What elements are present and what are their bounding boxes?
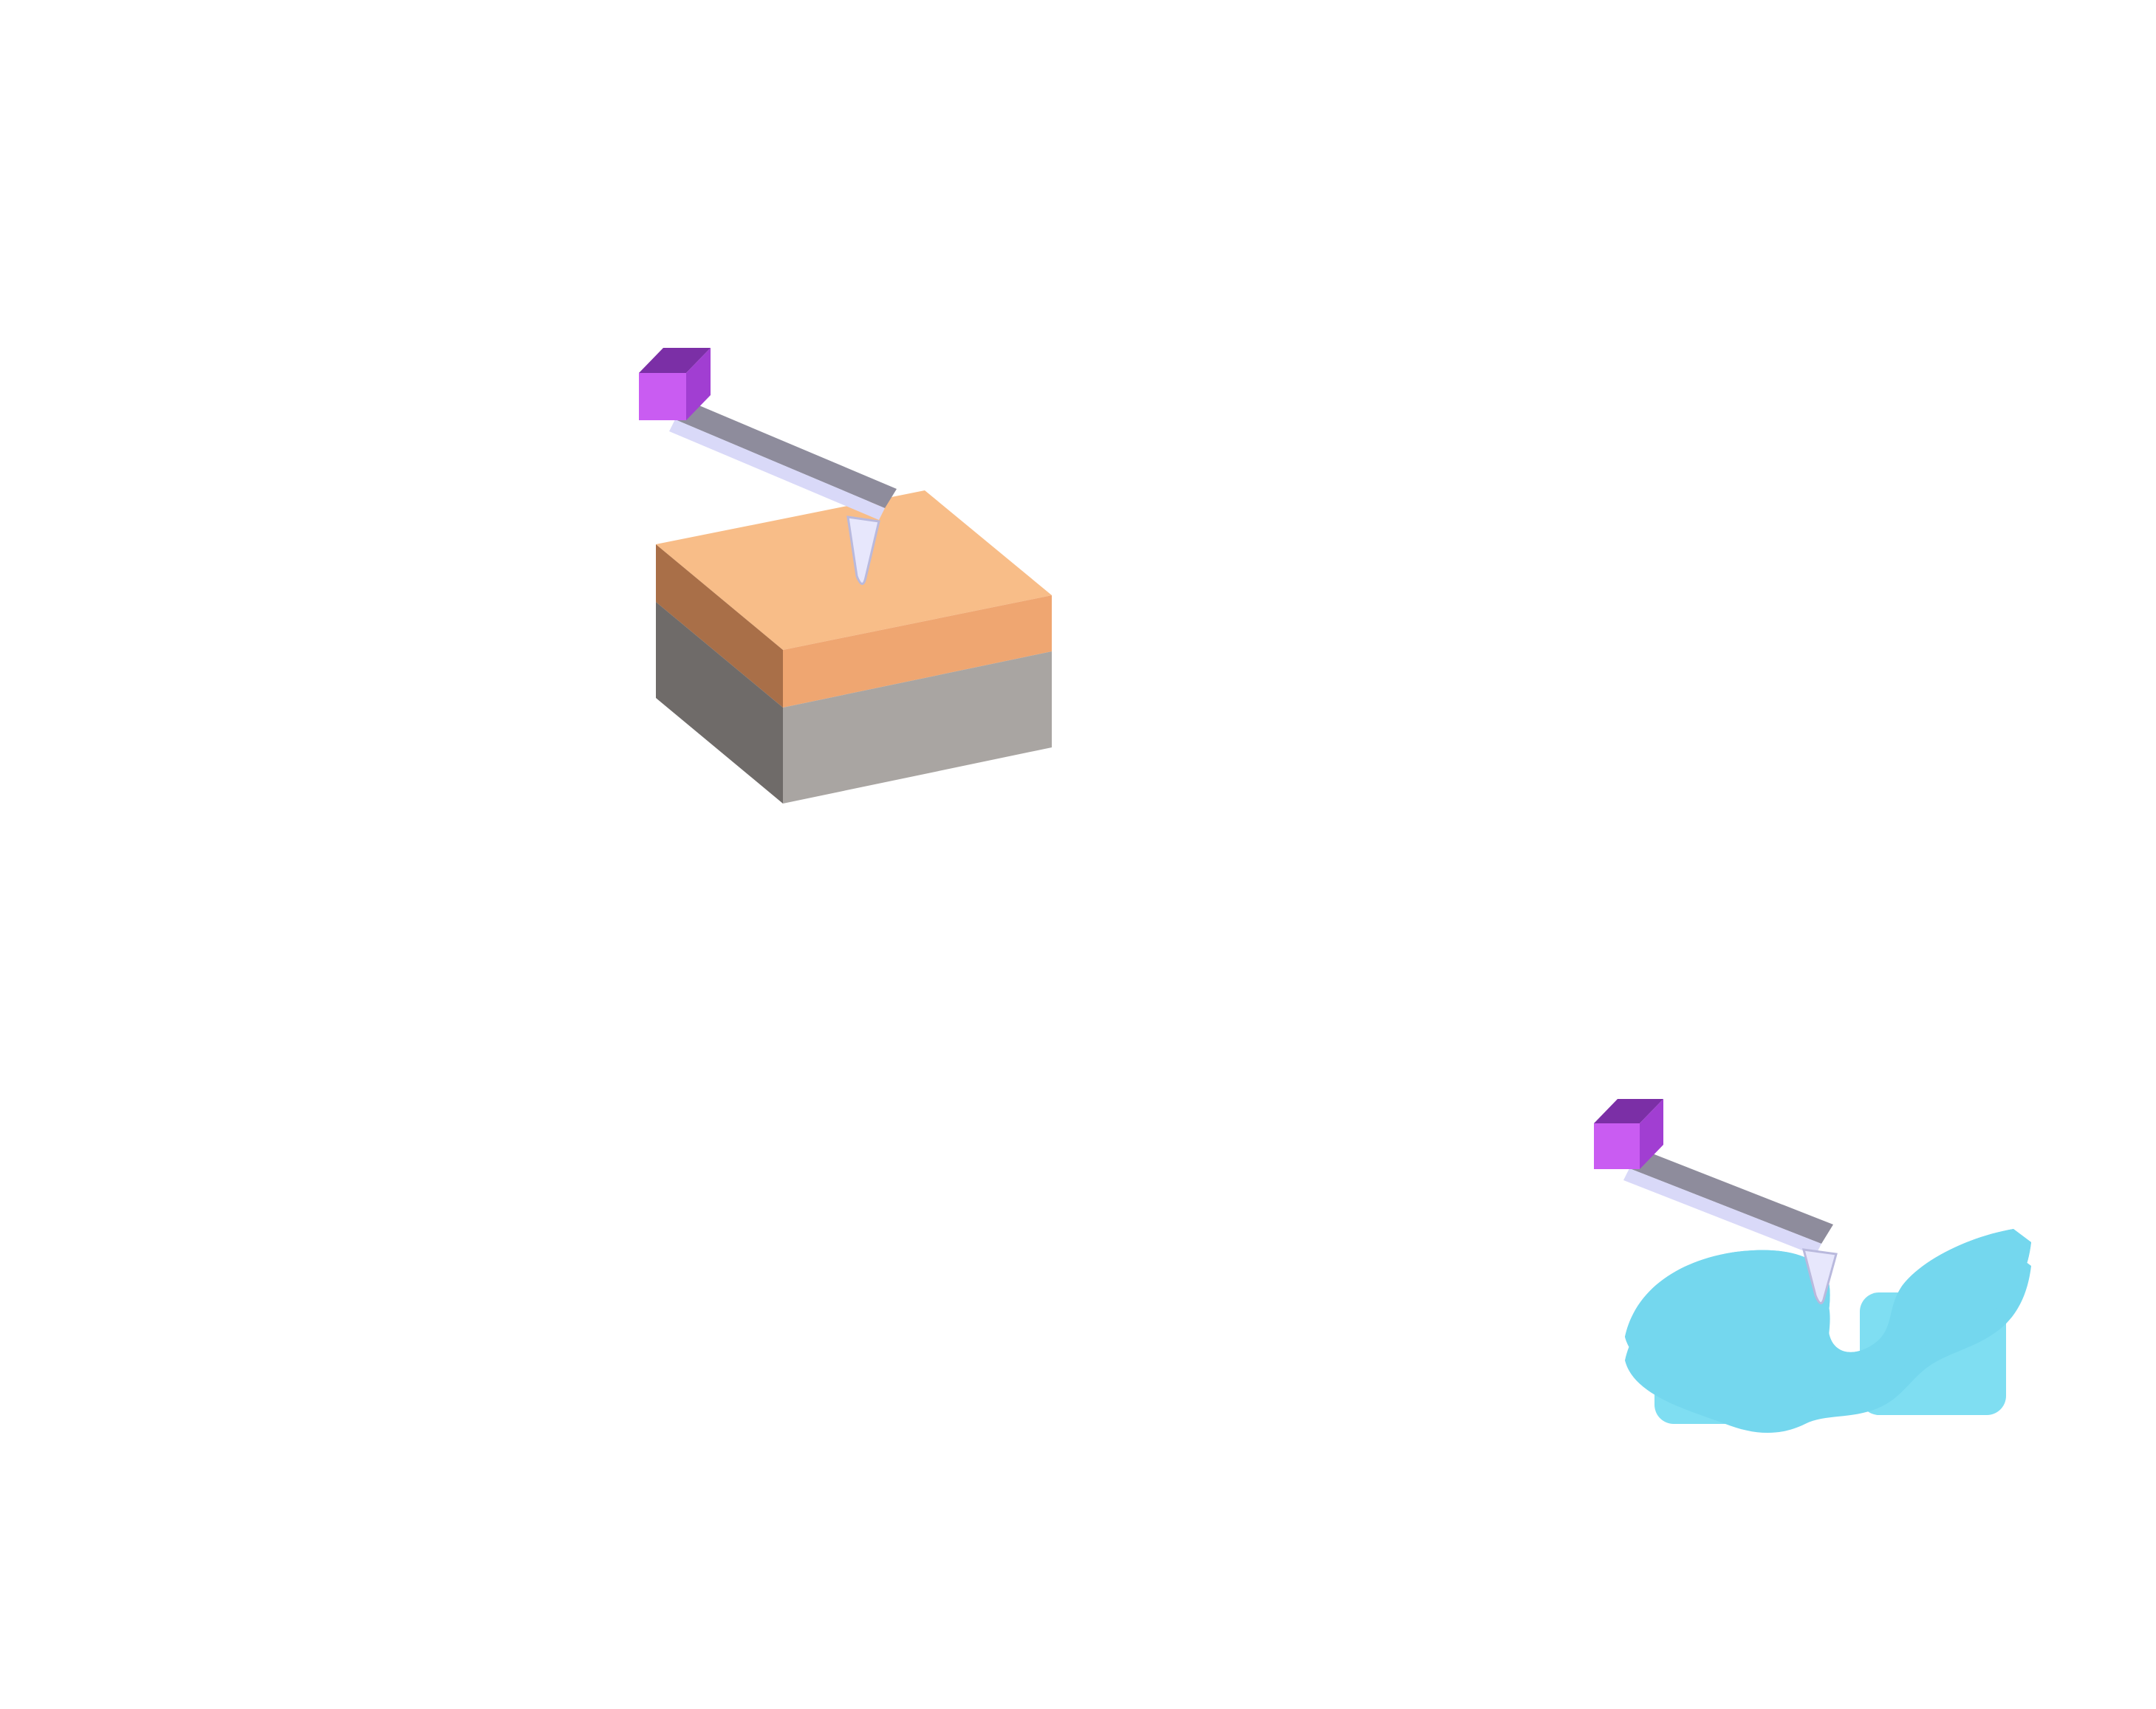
chip-cube-right xyxy=(686,348,711,420)
substrate-film-right-face xyxy=(783,595,1052,708)
chip-cube-right xyxy=(1640,1099,1663,1169)
chip-cube-front xyxy=(639,373,686,420)
substrate-film-top-face xyxy=(656,490,1052,650)
chip-cube-top xyxy=(639,348,711,373)
afm-tip-cone xyxy=(1801,1248,1838,1304)
afm-tip-cone xyxy=(846,516,880,585)
chip-cube-top xyxy=(1594,1099,1663,1123)
afm-tip-on-suspended-film-illustration xyxy=(1594,1099,2031,1434)
substrate-film-left-face xyxy=(656,544,783,708)
chip-cube-front xyxy=(1594,1123,1640,1169)
substrate-base-left-face xyxy=(656,602,783,804)
cantilever-beam xyxy=(675,400,897,508)
afm-tip-on-substrate-illustration xyxy=(639,348,1052,804)
substrate-base-right-face xyxy=(783,651,1052,804)
cantilever-beam xyxy=(1629,1149,1833,1244)
cantilever-underside xyxy=(1623,1168,1821,1256)
cantilever-underside xyxy=(669,419,885,520)
